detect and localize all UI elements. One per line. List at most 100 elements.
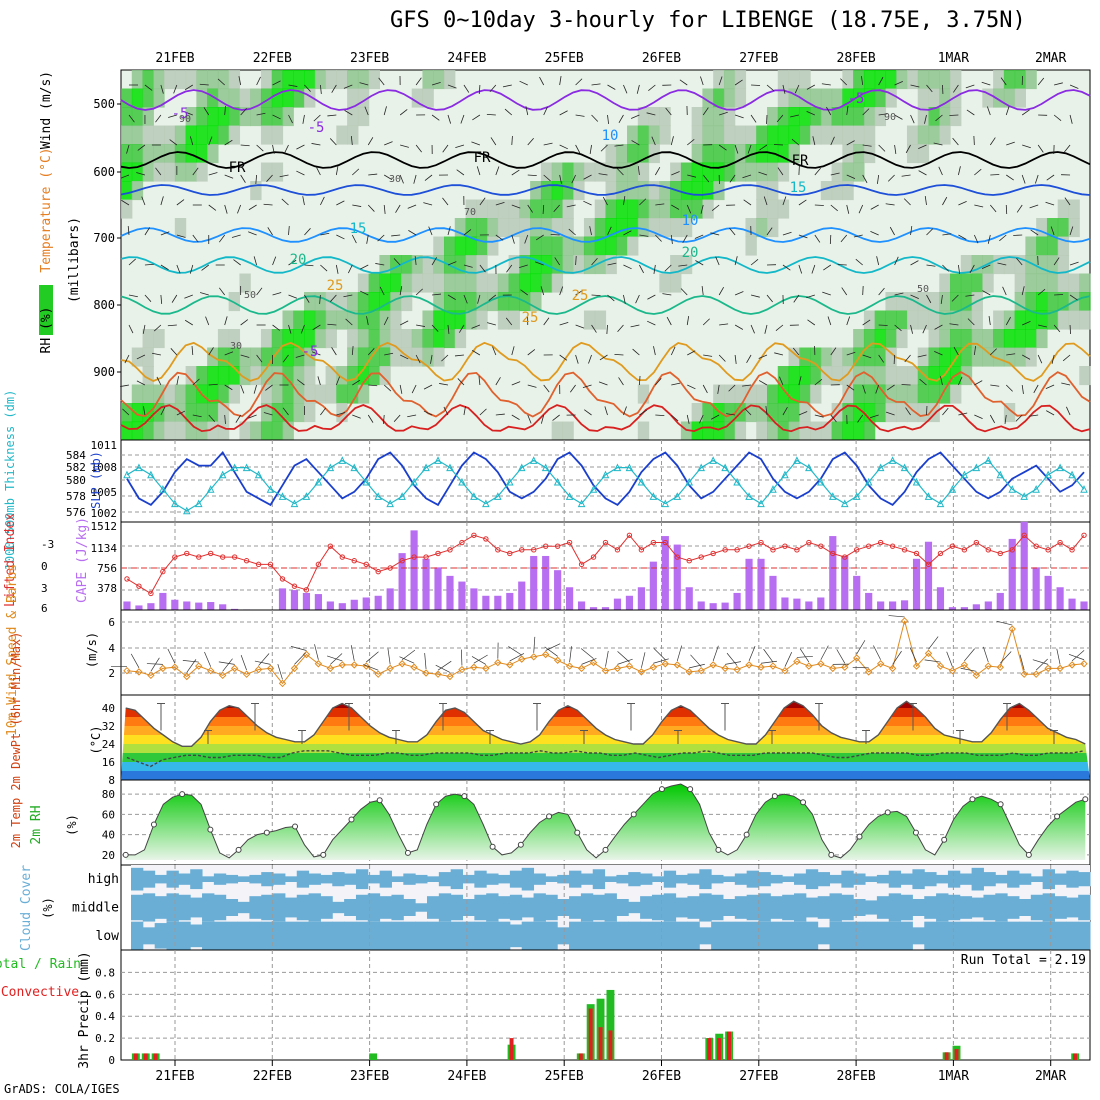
wind-barb xyxy=(352,414,361,419)
wind-barb xyxy=(635,294,640,304)
cape-bar xyxy=(601,607,610,610)
cloud-cell xyxy=(675,897,688,918)
rh-shade-cell xyxy=(799,366,811,386)
cloud-cell xyxy=(273,873,286,885)
cloud-cell xyxy=(616,899,629,916)
wind-barb xyxy=(604,406,608,416)
cloud-cell xyxy=(249,874,262,884)
wind-barb xyxy=(151,352,161,356)
wind-barb xyxy=(160,264,169,271)
wind-barb xyxy=(855,258,863,266)
wind10-marker xyxy=(661,660,670,668)
rh-shade-cell xyxy=(799,88,811,108)
wind-barb xyxy=(758,354,768,359)
wind-barb xyxy=(790,114,799,118)
wind-barb xyxy=(717,384,720,394)
rh-contour-label: 50 xyxy=(917,284,929,295)
wind-barb xyxy=(447,114,452,124)
wind-barb xyxy=(807,319,816,326)
rh-shade-cell xyxy=(874,329,887,349)
rh-shade-cell xyxy=(260,403,273,423)
wind-barb xyxy=(540,286,545,296)
wind10-marker xyxy=(326,664,335,673)
rh-shade-cell xyxy=(400,292,413,312)
wind-barb xyxy=(901,174,911,177)
rh-marker xyxy=(433,801,440,808)
rh-shade-cell xyxy=(444,236,456,256)
wind-barb xyxy=(935,114,943,122)
cloud-cell xyxy=(983,921,996,950)
cape-bar xyxy=(984,601,992,610)
wind-barb xyxy=(184,84,194,91)
wind-barb xyxy=(368,384,378,387)
wind-barb xyxy=(511,381,521,386)
rh-marker xyxy=(715,846,722,853)
wind10-marker xyxy=(709,661,717,669)
rh-shade-cell xyxy=(885,384,897,404)
li-marker xyxy=(542,543,549,549)
wind10-marker xyxy=(458,665,466,674)
wind10-barb xyxy=(617,651,630,663)
cloud-cell xyxy=(651,921,665,950)
wind-barb xyxy=(1016,204,1023,213)
wind-barb xyxy=(224,105,226,116)
wind-barb xyxy=(1069,84,1079,89)
wind-barb xyxy=(910,294,919,300)
rh-shade-cell xyxy=(842,384,854,404)
wind-barb xyxy=(364,106,369,116)
thickness-marker xyxy=(565,492,574,500)
cloud-cell xyxy=(426,876,440,882)
wind-barb xyxy=(192,414,202,418)
rh-shade-cell xyxy=(1046,236,1059,256)
thickness-marker xyxy=(553,477,562,486)
cloud-cell xyxy=(936,874,949,884)
rh-shade-cell xyxy=(282,347,294,367)
wind-barb xyxy=(126,144,130,154)
wind-barb xyxy=(144,84,153,91)
wind-barb xyxy=(463,264,473,268)
rh-shade-cell xyxy=(142,366,154,386)
rh-shade-cell xyxy=(260,329,273,349)
precip-conv-bar xyxy=(717,1038,722,1060)
rh-shade-cell xyxy=(379,366,391,386)
wind-barb xyxy=(171,294,178,303)
wind10-barb xyxy=(617,658,633,665)
wind-barb xyxy=(1022,144,1031,149)
rh-marker xyxy=(687,786,694,793)
wind-barb xyxy=(331,84,337,93)
wind-barb xyxy=(559,110,568,116)
cape-bar xyxy=(506,592,514,610)
cloud-cell xyxy=(995,921,1008,950)
wind-barb xyxy=(471,141,481,146)
rh-shade-cell xyxy=(519,236,531,256)
rh-shade-cell xyxy=(508,199,520,219)
wind-barb xyxy=(136,380,146,386)
wind-barb xyxy=(256,354,263,363)
wind10-marker xyxy=(266,664,275,673)
wind-barb xyxy=(974,414,983,420)
cloud-cell xyxy=(261,921,274,950)
wind-barb xyxy=(383,384,392,392)
rh-shade-cell xyxy=(1025,292,1037,312)
rh-shade-cell xyxy=(433,329,445,349)
thickness-marker xyxy=(948,485,957,493)
wind10-barb xyxy=(888,615,905,618)
li-marker xyxy=(471,532,477,538)
wind-barb xyxy=(184,319,194,326)
isotherm-label: FR xyxy=(229,160,246,176)
wind-barb xyxy=(253,256,257,266)
li-marker xyxy=(865,543,872,549)
wind10-barb xyxy=(641,652,646,668)
rh-shade-cell xyxy=(616,144,628,164)
cloud-cell xyxy=(261,872,274,887)
rh-shade-cell xyxy=(1079,366,1091,386)
wind-barb xyxy=(750,114,757,123)
cloud-cell xyxy=(237,876,250,882)
wind-barb xyxy=(156,376,162,386)
rh-shade-cell xyxy=(271,366,284,386)
cloud-cell xyxy=(805,921,819,950)
wind10-barb xyxy=(748,645,756,662)
rh-shade-cell xyxy=(422,310,434,330)
li-marker xyxy=(339,554,346,560)
wind10-tick-label: 4 xyxy=(108,642,115,655)
